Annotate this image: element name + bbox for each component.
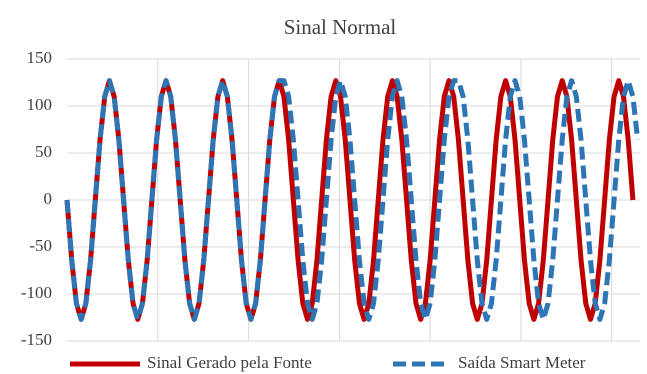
y-tick-label: -100 bbox=[21, 283, 52, 302]
y-tick-label: 50 bbox=[35, 142, 52, 161]
series-line bbox=[64, 78, 641, 322]
chart-title: Sinal Normal bbox=[284, 15, 397, 39]
y-tick-label: 100 bbox=[27, 95, 53, 114]
y-tick-label: 0 bbox=[44, 189, 53, 208]
y-tick-label: -150 bbox=[21, 330, 52, 349]
y-tick-label: 150 bbox=[27, 48, 53, 67]
legend-label: Sinal Gerado pela Fonte bbox=[147, 353, 312, 372]
y-tick-label: -50 bbox=[29, 236, 52, 255]
legend-label: Saída Smart Meter bbox=[458, 353, 586, 372]
